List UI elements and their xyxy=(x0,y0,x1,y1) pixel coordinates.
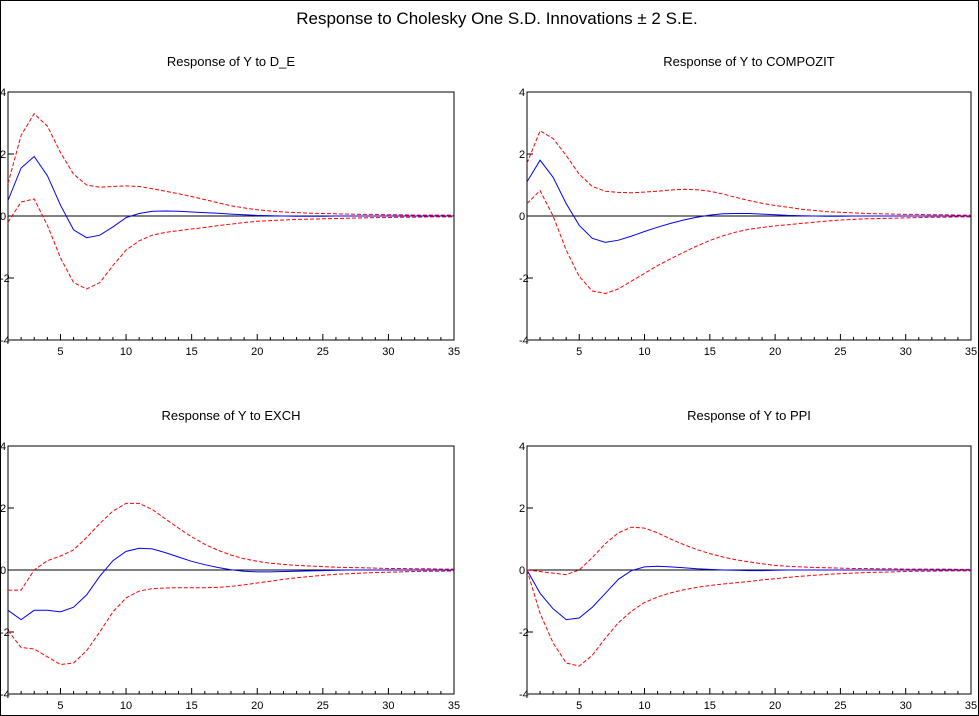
y-tick-label: -2 xyxy=(0,273,10,285)
x-tick-label: 15 xyxy=(704,700,716,712)
band-lower-line xyxy=(7,198,454,290)
y-tick-label: 0 xyxy=(0,211,6,223)
response-line xyxy=(7,547,454,621)
y-tick-label: 2 xyxy=(519,503,525,515)
x-tick-label: 10 xyxy=(638,700,650,712)
y-tick-label: -4 xyxy=(519,689,529,701)
x-tick-label: 15 xyxy=(186,346,198,358)
figure-title: Response to Cholesky One S.D. Innovation… xyxy=(296,9,697,28)
panel-title: Response of Y to PPI xyxy=(687,408,811,423)
x-tick-label: 10 xyxy=(638,346,650,358)
panel-3: Response of Y to EXCH -4 -2 0 2 4 5 10 15 20 25 30 3… xyxy=(0,408,460,712)
x-tick-label: 10 xyxy=(120,346,132,358)
x-tick-label: 20 xyxy=(251,346,263,358)
band-upper-line xyxy=(7,112,454,216)
band-lower-line xyxy=(526,189,971,295)
band-lower-line xyxy=(7,570,455,666)
y-tick-label: -2 xyxy=(519,627,529,639)
x-tick-label: 5 xyxy=(576,346,582,358)
x-tick-label: 35 xyxy=(965,700,977,712)
band-upper-line xyxy=(8,502,454,591)
panel-2: Response of Y to COMPOZIT -4 -2 0 2 4 5 10 15 20 2… xyxy=(519,54,977,358)
y-tick-label: -2 xyxy=(0,627,10,639)
x-tick-label: 20 xyxy=(251,700,263,712)
y-tick-label: 4 xyxy=(519,441,525,453)
x-tick-label: 15 xyxy=(704,346,716,358)
panel-title: Response of Y to COMPOZIT xyxy=(663,54,835,69)
x-tick-label: 30 xyxy=(900,700,912,712)
panel-title: Response of Y to D_E xyxy=(167,54,295,69)
band-upper-line xyxy=(526,130,971,216)
x-tick-label: 35 xyxy=(448,346,460,358)
band-lower-line xyxy=(526,569,971,667)
y-tick-label: 4 xyxy=(0,441,6,453)
x-tick-label: 35 xyxy=(965,346,977,358)
y-tick-label: 2 xyxy=(0,503,6,515)
response-line xyxy=(526,565,971,621)
x-tick-label: 25 xyxy=(834,346,846,358)
y-tick-label: 0 xyxy=(0,565,6,577)
y-tick-label: 2 xyxy=(519,149,525,161)
y-tick-label: 4 xyxy=(0,87,6,99)
band-upper-line xyxy=(526,526,971,576)
y-tick-label: -2 xyxy=(519,273,529,285)
x-tick-label: 5 xyxy=(57,700,63,712)
x-tick-label: 35 xyxy=(448,700,460,712)
x-tick-label: 25 xyxy=(317,346,329,358)
x-tick-label: 20 xyxy=(769,346,781,358)
x-tick-label: 5 xyxy=(57,346,63,358)
panel-title: Response of Y to EXCH xyxy=(162,408,301,423)
x-tick-label: 5 xyxy=(576,700,582,712)
x-tick-label: 10 xyxy=(120,700,132,712)
panel-1: Response of Y to D_E -4 -2 0 2 4 5 10 15 20 25 30 35 xyxy=(0,54,460,358)
x-tick-label: 25 xyxy=(317,700,329,712)
x-tick-label: 30 xyxy=(382,700,394,712)
response-line xyxy=(7,155,454,239)
y-tick-label: -4 xyxy=(0,335,10,347)
y-tick-label: 4 xyxy=(519,87,525,99)
x-tick-label: 15 xyxy=(186,700,198,712)
response-line xyxy=(526,159,971,243)
x-tick-label: 20 xyxy=(769,700,781,712)
y-tick-label: 0 xyxy=(519,565,525,577)
x-tick-label: 30 xyxy=(900,346,912,358)
x-tick-label: 25 xyxy=(834,700,846,712)
panel-4: Response of Y to PPI -4 -2 0 2 4 5 10 15 20 25 30 35 xyxy=(519,408,977,712)
y-tick-label: -4 xyxy=(519,335,529,347)
x-tick-label: 30 xyxy=(382,346,394,358)
y-tick-label: 2 xyxy=(0,149,6,161)
y-tick-label: -4 xyxy=(0,689,10,701)
y-tick-label: 0 xyxy=(519,211,525,223)
